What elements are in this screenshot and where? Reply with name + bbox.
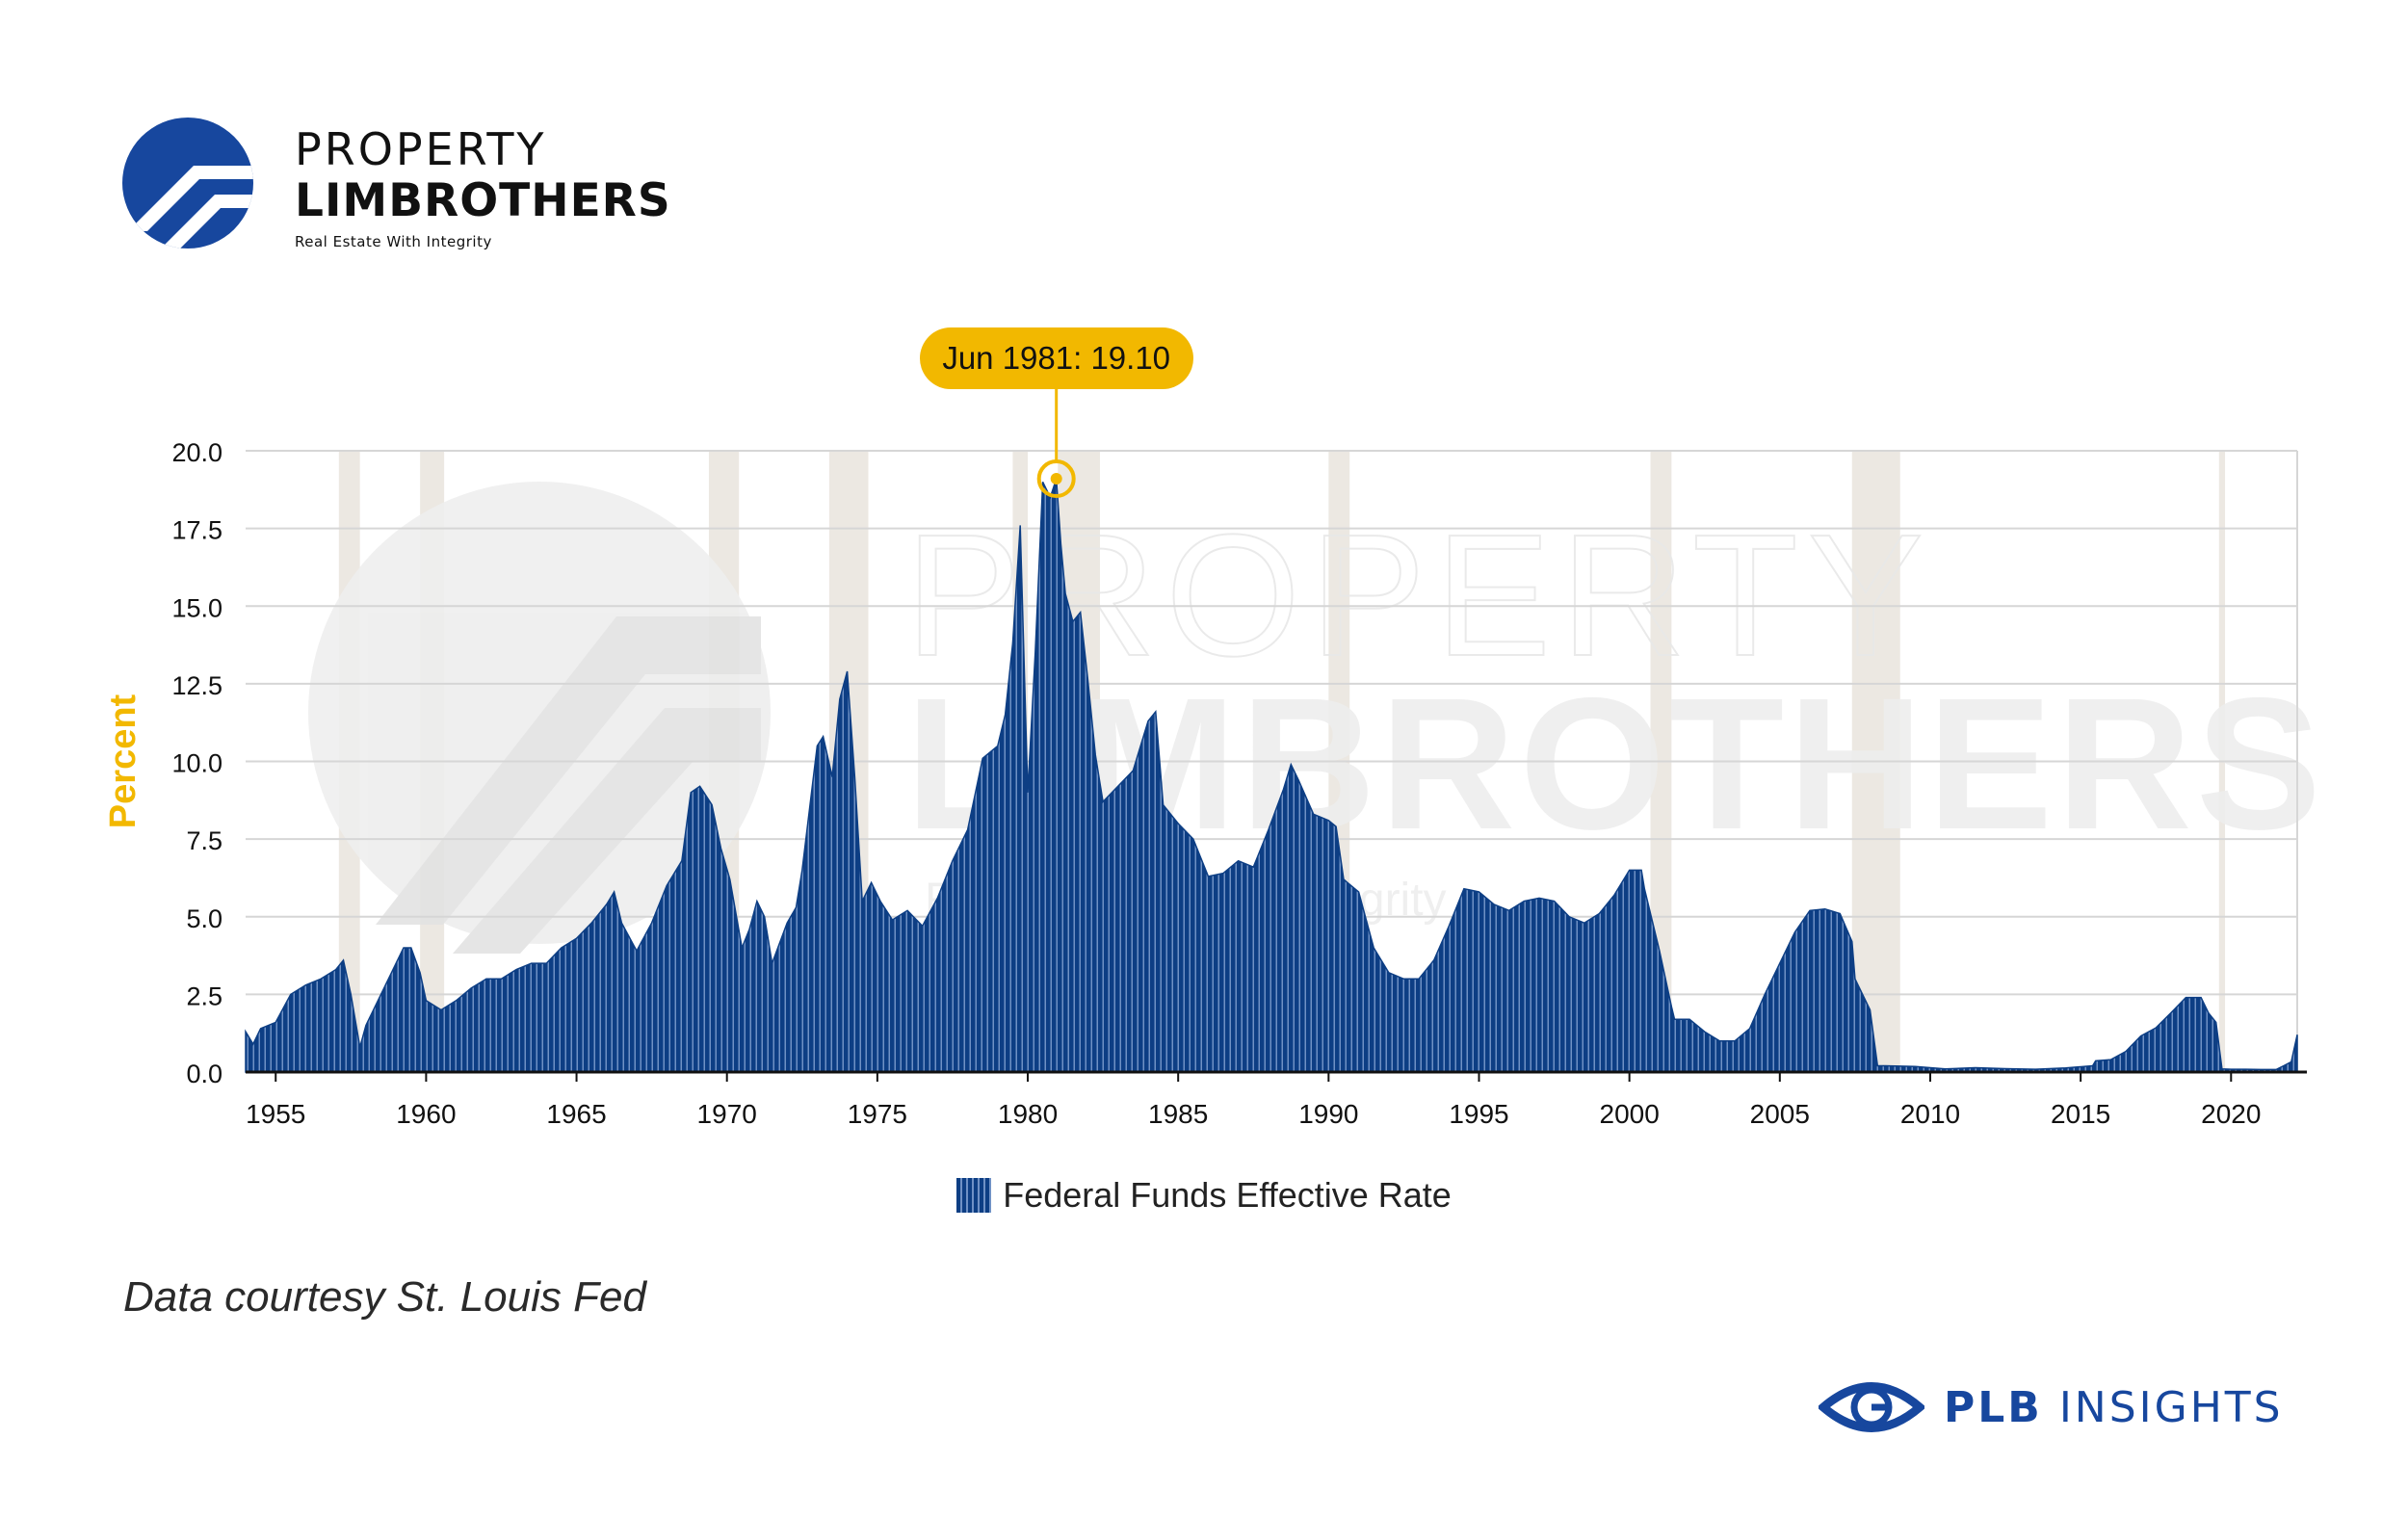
- x-tick-label: 1995: [1449, 1099, 1508, 1129]
- y-axis-label: Percent: [103, 694, 144, 828]
- footer-brand: PLB INSIGHTS: [1944, 1383, 2284, 1432]
- y-axis-ticks: 0.0 2.5 5.0 7.5 10.0 12.5 15.0 17.5 20.0: [171, 438, 222, 1088]
- x-tick-label: 1970: [697, 1099, 757, 1129]
- y-tick-label: 12.5: [171, 671, 222, 700]
- x-tick-label: 2020: [2201, 1099, 2261, 1129]
- brand-wordmark: PROPERTY LIMBROTHERS Real Estate With In…: [295, 123, 671, 250]
- footer-brand-rest: INSIGHTS: [2042, 1383, 2284, 1432]
- footer-brand-bold: PLB: [1944, 1383, 2043, 1432]
- legend-label: Federal Funds Effective Rate: [1003, 1175, 1452, 1215]
- y-tick-label: 15.0: [171, 593, 222, 622]
- x-tick-label: 2005: [1750, 1099, 1810, 1129]
- y-tick-label: 7.5: [186, 826, 222, 855]
- chart-legend: Federal Funds Effective Rate: [0, 1175, 2408, 1216]
- y-tick-label: 5.0: [186, 904, 222, 933]
- series-area-federal-funds: [245, 478, 2298, 1073]
- x-axis-ticks: 1955 1960 1965 1970 1975 1980 1985 1990 1995 2000…: [246, 1072, 2261, 1129]
- peak-annotation-label: Jun 1981: 19.10: [919, 327, 1193, 389]
- x-tick-label: 1985: [1148, 1099, 1208, 1129]
- y-tick-label: 10.0: [171, 749, 222, 778]
- source-note: Data courtesy St. Louis Fed: [123, 1273, 646, 1321]
- brand-tagline: Real Estate With Integrity: [295, 233, 492, 250]
- x-tick-label: 1990: [1298, 1099, 1358, 1129]
- x-tick-label: 1980: [998, 1099, 1058, 1129]
- x-tick-label: 1955: [246, 1099, 305, 1129]
- y-tick-label: 2.5: [186, 981, 222, 1010]
- x-tick-label: 1960: [396, 1099, 456, 1129]
- x-tick-label: 2015: [2051, 1099, 2110, 1129]
- x-tick-label: 2010: [1900, 1099, 1960, 1129]
- brand-logo-icon: [122, 118, 253, 249]
- legend-swatch: [956, 1178, 992, 1213]
- x-tick-label: 1965: [546, 1099, 606, 1129]
- brand-name-line2: LIMBROTHERS: [295, 174, 671, 227]
- brand-name-line1: PROPERTY: [295, 123, 547, 175]
- annotation-marker-dot: [1050, 473, 1062, 485]
- x-tick-label: 1975: [848, 1099, 907, 1129]
- y-tick-label: 0.0: [186, 1060, 222, 1088]
- y-tick-label: 17.5: [171, 516, 222, 545]
- x-tick-label: 2000: [1600, 1099, 1660, 1129]
- eye-logo-icon: [1819, 1382, 1924, 1432]
- annotation-marker: [1036, 459, 1076, 499]
- y-tick-label: 20.0: [171, 438, 222, 467]
